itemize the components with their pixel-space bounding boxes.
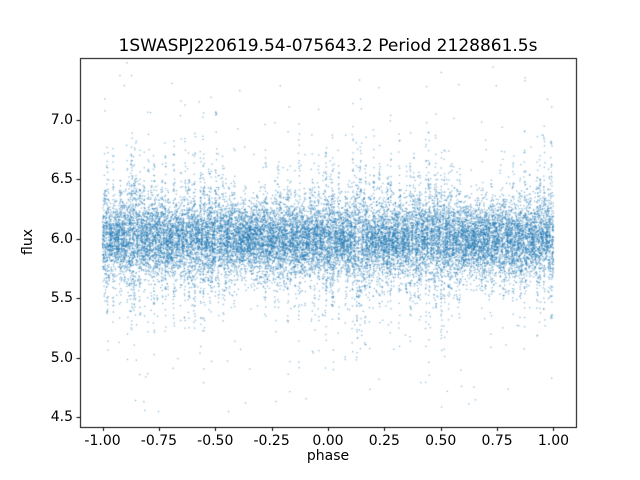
x-tick-label: -0.75 (140, 433, 178, 449)
x-tick-label: 0.00 (312, 433, 344, 449)
x-tick-label: 0.25 (368, 433, 400, 449)
y-tick-label: 6.5 (50, 171, 73, 188)
y-tick-label: 7.0 (50, 111, 73, 128)
x-tick-label: -0.50 (197, 433, 234, 449)
x-axis-label: phase (306, 448, 350, 464)
chart-title: 1SWASPJ220619.54-075643.2 Period 2128861… (118, 36, 538, 56)
y-tick-label: 5.5 (50, 290, 73, 307)
x-tick-label: -0.25 (253, 433, 290, 449)
y-tick-label: 5.0 (50, 349, 73, 366)
x-tick-label: 0.75 (481, 433, 513, 449)
x-tick-label: 0.50 (425, 433, 457, 449)
x-tick-label: -1.00 (84, 433, 121, 449)
x-tick-label: 1.00 (537, 433, 570, 449)
y-tick-label: 4.5 (50, 409, 73, 426)
y-tick-label: 6.0 (50, 230, 73, 247)
